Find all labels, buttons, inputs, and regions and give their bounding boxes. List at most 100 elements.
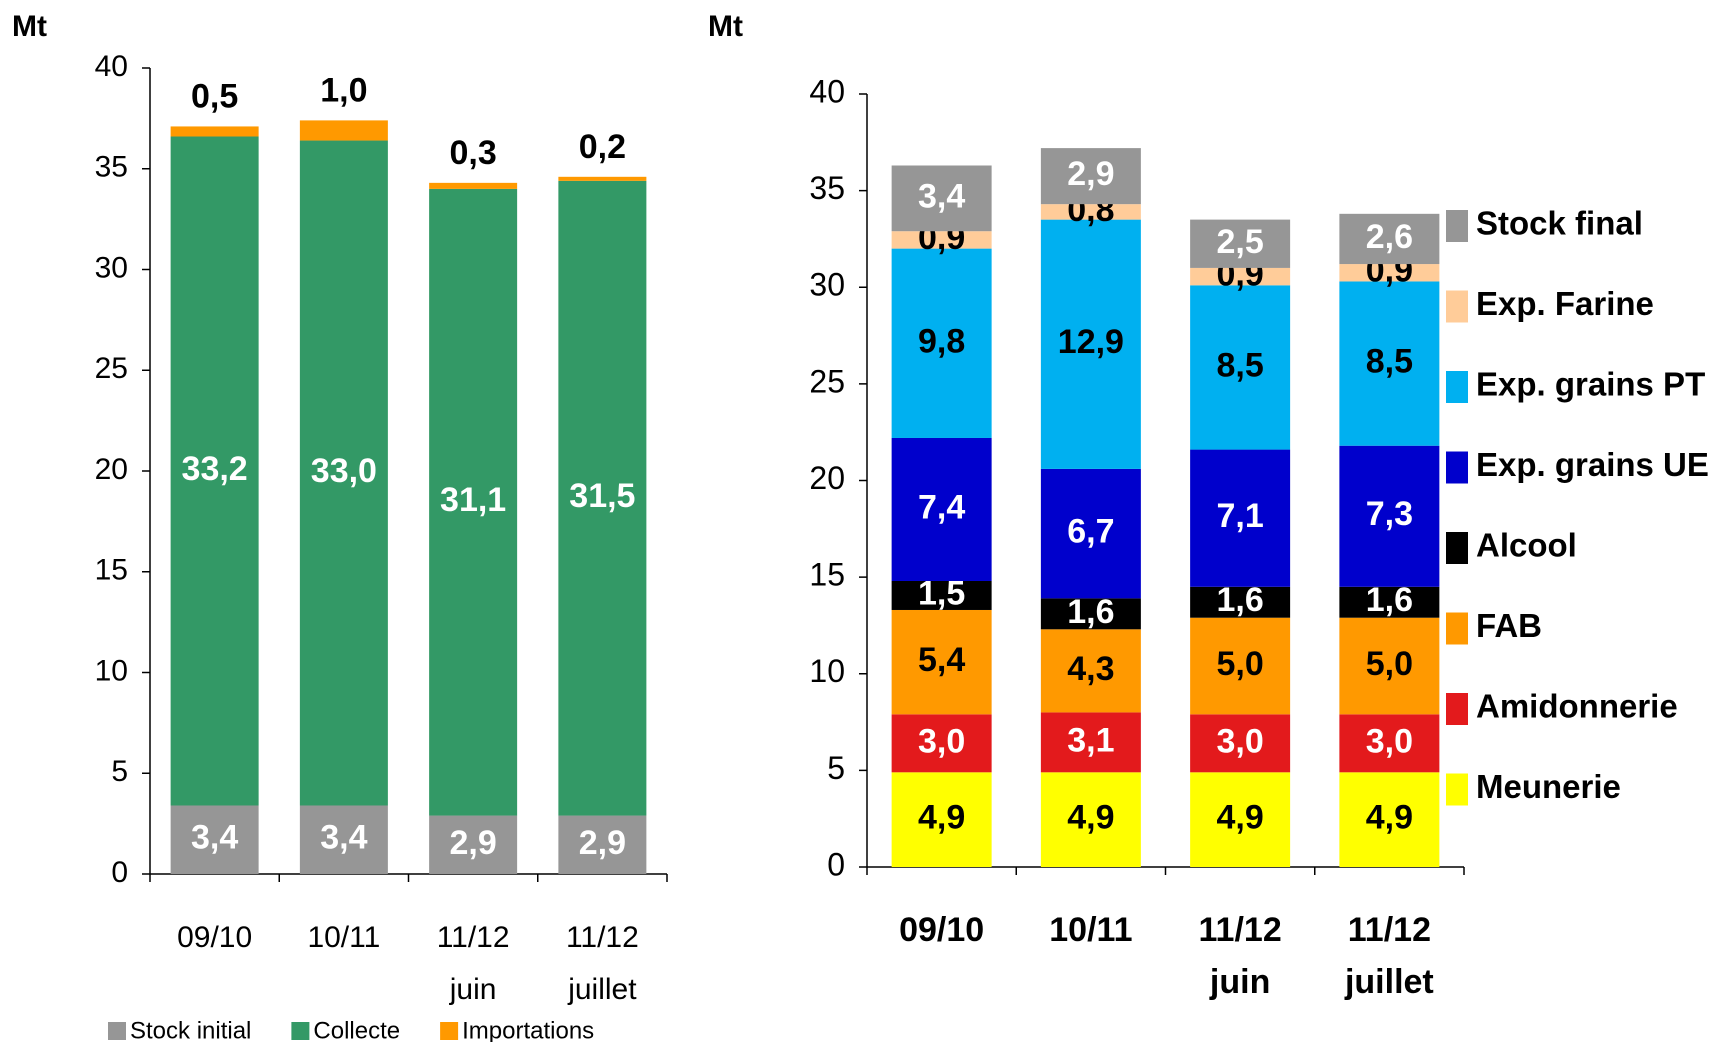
bar-segment: [558, 815, 647, 874]
legend-label: Stock final: [1476, 205, 1643, 242]
y-tick-label: 35: [809, 170, 845, 206]
legend-label: Collecte: [313, 1017, 400, 1042]
data-label: 33,2: [182, 450, 248, 488]
bar-segment: [1190, 714, 1291, 773]
bar-segment: [1040, 712, 1141, 773]
legend-label: Exp. grains PT: [1476, 366, 1705, 403]
bar-segment: [1339, 264, 1440, 282]
data-label: 4,9: [1216, 799, 1263, 837]
data-label: 33,0: [311, 452, 377, 490]
bar-segment: [1040, 204, 1141, 220]
data-label: 8,5: [1216, 346, 1263, 384]
y-tick-label: 30: [95, 251, 128, 284]
bar-segment: [1040, 598, 1141, 630]
legend-swatch: [291, 1022, 310, 1040]
bar-segment: [891, 437, 992, 581]
bar-segment: [558, 180, 647, 816]
y-axis-label: Mt: [708, 10, 743, 43]
data-label: 1,0: [320, 71, 367, 109]
bar-segment: [1040, 219, 1141, 469]
x-tick-label: juillet: [567, 973, 637, 1006]
bar-segment: [1339, 586, 1440, 618]
legend-swatch: [440, 1022, 459, 1040]
x-tick-label: 10/11: [307, 921, 380, 954]
bar-segment: [891, 714, 992, 773]
bar-segment: [429, 182, 518, 189]
bar-segment: [170, 136, 259, 806]
data-label: 9,8: [918, 322, 965, 360]
data-label: 2,9: [579, 824, 626, 862]
bar-segment: [891, 165, 992, 232]
data-label: 31,5: [569, 477, 635, 515]
bar-segment: [1339, 617, 1440, 715]
x-tick-label: 09/10: [899, 911, 984, 949]
bar-segment: [891, 231, 992, 249]
data-label: 2,9: [1067, 155, 1114, 193]
y-tick-label: 5: [827, 750, 845, 786]
legend-swatch: [1446, 693, 1468, 725]
x-tick-label: 11/12: [1348, 911, 1431, 949]
x-tick-label: juillet: [1344, 963, 1434, 1001]
data-label: 0,2: [579, 128, 626, 166]
bar-segment: [891, 580, 992, 610]
y-tick-label: 20: [95, 453, 128, 486]
data-label: 3,0: [1216, 722, 1263, 760]
data-label: 4,9: [918, 799, 965, 837]
x-tick-label: 09/10: [177, 921, 252, 954]
legend-label: Importations: [462, 1017, 594, 1042]
x-tick-label: 10/11: [1049, 911, 1132, 949]
legend-label: Exp. Farine: [1476, 285, 1654, 322]
y-tick-label: 40: [809, 73, 845, 109]
bar-segment: [1190, 285, 1291, 450]
x-tick-label: juin: [449, 973, 497, 1006]
bar-segment: [1190, 267, 1291, 286]
bar-segment: [429, 815, 518, 874]
bar-segment: [170, 126, 259, 137]
data-label: 3,4: [191, 819, 238, 857]
data-label: 5,4: [918, 641, 965, 679]
data-label: 4,9: [1067, 799, 1114, 837]
data-label: 0,5: [191, 77, 238, 115]
legend-swatch: [1446, 210, 1468, 242]
data-label: 7,1: [1216, 497, 1263, 535]
data-label: 5,0: [1216, 645, 1263, 683]
legend-label: Stock initial: [130, 1017, 251, 1042]
data-label: 1,6: [1366, 581, 1413, 619]
legend-swatch: [108, 1022, 126, 1040]
data-label: 7,4: [918, 488, 965, 526]
data-label: 2,6: [1366, 218, 1413, 256]
data-label: 3,4: [320, 819, 367, 857]
y-tick-label: 20: [809, 460, 845, 496]
data-label: 3,0: [1366, 722, 1413, 760]
y-axis-label: Mt: [12, 10, 47, 43]
y-tick-label: 5: [111, 755, 128, 788]
y-tick-label: 25: [95, 352, 128, 385]
bar-segment: [1190, 617, 1291, 715]
data-label: 0,3: [449, 134, 496, 172]
bar-segment: [299, 140, 388, 806]
x-tick-label: 11/12: [437, 921, 510, 954]
y-tick-label: 0: [111, 856, 128, 889]
bar-segment: [299, 805, 388, 874]
legend-label: Amidonnerie: [1476, 688, 1678, 725]
y-tick-label: 35: [95, 151, 128, 184]
bar-segment: [891, 772, 992, 867]
bar-segment: [1339, 714, 1440, 773]
legend-label: FAB: [1476, 607, 1542, 644]
y-tick-label: 30: [809, 267, 845, 303]
data-label: 7,3: [1366, 495, 1413, 533]
data-label: 1,6: [1067, 593, 1114, 631]
bar-segment: [1190, 219, 1291, 268]
legend-swatch: [1446, 451, 1468, 484]
legend-label: Meunerie: [1476, 768, 1621, 805]
y-tick-label: 15: [809, 557, 845, 593]
x-tick-label: juin: [1209, 963, 1270, 1001]
bar-segment: [1339, 213, 1440, 265]
bar-segment: [1339, 445, 1440, 587]
data-label: 1,6: [1216, 581, 1263, 619]
y-tick-label: 10: [809, 653, 845, 689]
bar-segment: [891, 248, 992, 438]
bar-segment: [429, 188, 518, 816]
y-tick-label: 40: [95, 50, 128, 83]
bar-segment: [1190, 772, 1291, 867]
